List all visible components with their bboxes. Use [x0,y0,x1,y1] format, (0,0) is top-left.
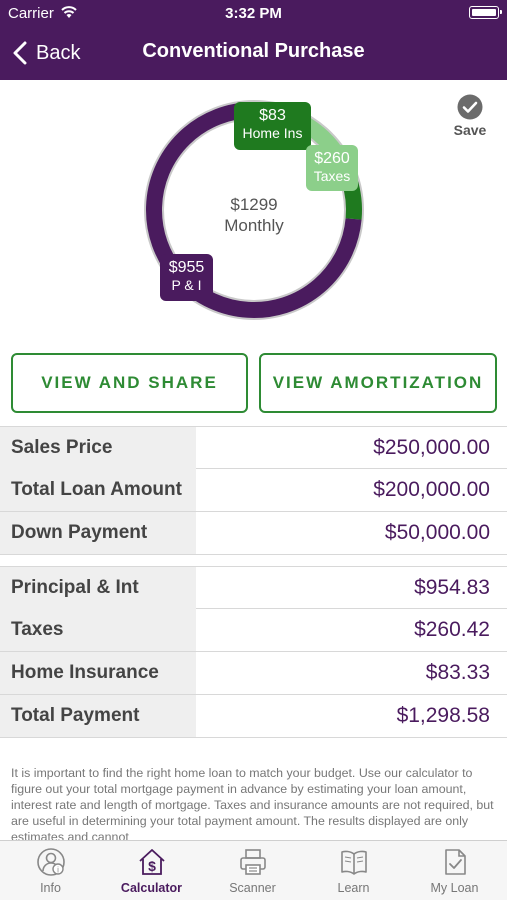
home-ins-caption: Home Ins [242,125,303,142]
table-row: Taxes $260.42 [0,609,507,652]
wifi-icon [61,6,77,18]
page-title: Conventional Purchase [142,40,365,62]
row-value: $250,000.00 [373,436,490,459]
row-value: $260.42 [414,618,490,641]
tab-my-loan[interactable]: My Loan [404,847,505,895]
back-label: Back [36,41,81,64]
taxes-caption: Taxes [313,168,351,185]
row-label: Home Insurance [0,652,196,694]
payment-breakdown-table: Principal & Int $954.83 Taxes $260.42 Ho… [0,566,507,738]
monthly-total: $1299 [230,195,278,214]
table-row: Principal & Int $954.83 [0,566,507,609]
status-bar: Carrier 3:32 PM [0,0,507,28]
pi-amount: $955 [168,259,205,276]
monthly-label: Monthly [224,216,284,235]
status-time: 3:32 PM [225,5,282,22]
person-info-icon: i [36,848,65,876]
book-icon [340,850,367,875]
view-and-share-button[interactable]: VIEW AND SHARE [11,353,248,413]
row-value: $50,000.00 [384,521,490,544]
row-label: Total Payment [0,695,196,737]
table-row: Sales Price $250,000.00 [0,426,507,469]
table-row: Down Payment $50,000.00 [0,512,507,555]
back-button[interactable]: Back [12,38,80,68]
payment-chart-area: $1299 Monthly $83 Home Ins $260 Taxes $9… [0,80,507,342]
row-label: Sales Price [0,427,196,469]
battery-icon [469,6,502,19]
tab-label: Learn [337,881,370,895]
tab-scanner[interactable]: Scanner [202,847,303,895]
carrier-label: Carrier [8,5,54,22]
home-ins-amount: $83 [259,107,286,124]
row-label: Taxes [0,609,196,651]
save-label: Save [453,122,487,138]
save-button[interactable]: Save [450,94,490,138]
header: Carrier 3:32 PM Back Conventional Purcha… [0,0,507,80]
pi-label: $955 P & I [160,254,213,301]
tab-label: Info [40,881,61,895]
svg-text:i: i [57,866,59,875]
tab-label: Calculator [120,881,183,895]
tab-label: My Loan [430,881,479,895]
svg-text:$: $ [148,858,156,874]
home-ins-label: $83 Home Ins [234,102,311,150]
row-value: $83.33 [425,661,490,684]
disclaimer-text: It is important to find the right home l… [11,766,494,840]
tab-info[interactable]: i Info [0,847,101,895]
row-label: Total Loan Amount [0,469,196,511]
house-dollar-icon: $ [138,849,165,875]
table-row: Total Payment $1,298.58 [0,695,507,738]
row-value: $1,298.58 [396,704,490,727]
row-label: Principal & Int [0,567,196,609]
checkmark-circle-icon [457,94,483,120]
row-label: Down Payment [0,512,196,554]
row-value: $954.83 [414,576,490,599]
pi-caption: P & I [171,277,202,294]
document-check-icon [444,849,466,875]
view-amortization-button[interactable]: VIEW AMORTIZATION [259,353,497,413]
tab-learn[interactable]: Learn [303,847,404,895]
row-value: $200,000.00 [373,478,490,501]
chevron-left-icon [13,41,27,65]
table-row: Home Insurance $83.33 [0,652,507,695]
tab-calculator[interactable]: $ Calculator [101,847,202,895]
printer-icon [239,849,266,875]
tab-bar: i Info $ Calculator Scanner Learn [0,840,507,900]
taxes-label: $260 Taxes [306,145,358,191]
loan-summary-table: Sales Price $250,000.00 Total Loan Amoun… [0,426,507,555]
taxes-amount: $260 [314,150,350,167]
tab-label: Scanner [229,881,276,895]
table-row: Total Loan Amount $200,000.00 [0,469,507,512]
